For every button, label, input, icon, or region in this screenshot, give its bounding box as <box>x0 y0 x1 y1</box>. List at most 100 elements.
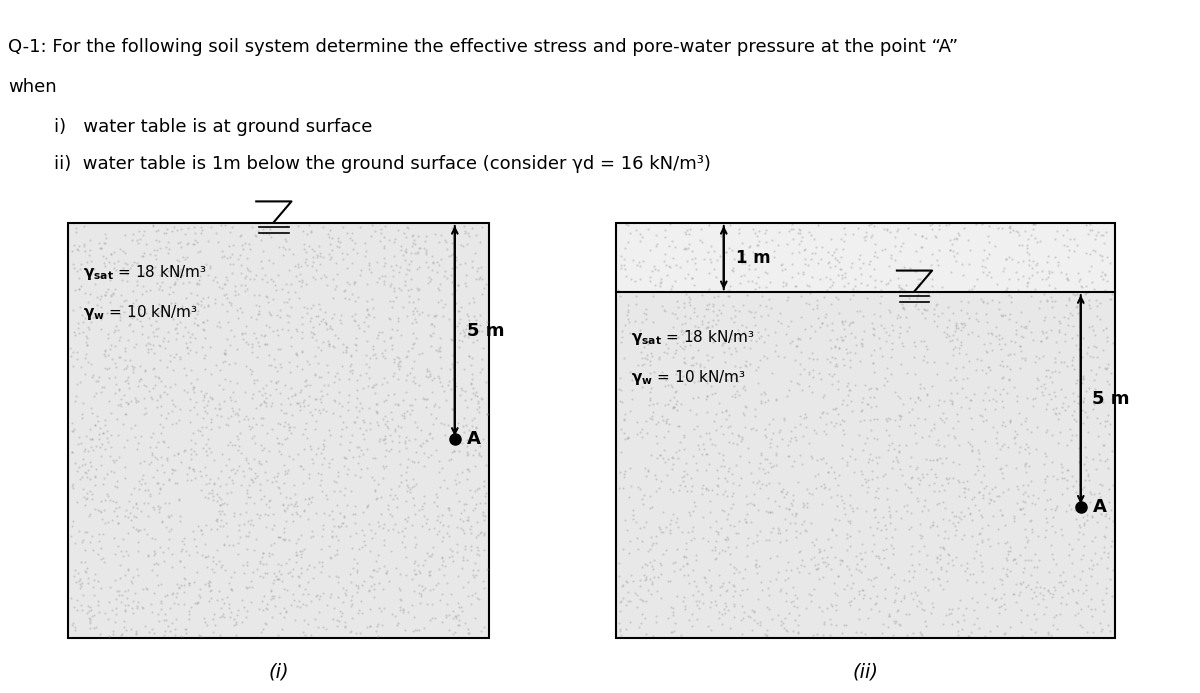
Point <box>881 351 900 362</box>
Point <box>917 563 936 574</box>
Point <box>1015 542 1034 553</box>
Point <box>709 447 728 458</box>
Point <box>830 263 850 274</box>
Point <box>1052 591 1072 602</box>
Point <box>660 218 679 229</box>
Point <box>640 400 659 411</box>
Point <box>996 538 1015 549</box>
Point <box>451 523 470 534</box>
Point <box>724 438 743 449</box>
Point <box>1087 301 1106 312</box>
Point <box>899 523 918 534</box>
Point <box>277 432 296 444</box>
Point <box>716 405 736 416</box>
Point <box>372 270 391 281</box>
Point <box>799 367 818 378</box>
Point <box>1045 526 1064 537</box>
Point <box>673 337 692 348</box>
Point <box>881 518 900 529</box>
Point <box>262 376 281 387</box>
Point <box>696 427 715 438</box>
Point <box>799 299 818 310</box>
Point <box>211 603 230 614</box>
Point <box>463 564 482 575</box>
Point <box>212 594 232 605</box>
Point <box>384 370 403 381</box>
Point <box>404 306 424 317</box>
Point <box>126 419 145 430</box>
Point <box>340 530 359 541</box>
Point <box>400 290 419 301</box>
Point <box>194 324 214 335</box>
Point <box>401 274 420 285</box>
Point <box>1016 486 1036 497</box>
Point <box>271 448 290 459</box>
Point <box>852 538 871 549</box>
Point <box>128 536 148 547</box>
Point <box>127 313 146 324</box>
Point <box>664 321 683 332</box>
Point <box>116 355 136 366</box>
Point <box>96 363 115 374</box>
Point <box>839 389 858 401</box>
Point <box>662 601 682 612</box>
Point <box>916 581 935 593</box>
Point <box>842 317 862 328</box>
Point <box>277 584 296 595</box>
Point <box>97 364 116 375</box>
Point <box>683 272 702 283</box>
Point <box>623 374 642 385</box>
Point <box>1022 527 1042 538</box>
Point <box>115 345 134 356</box>
Point <box>704 440 724 451</box>
Point <box>456 330 475 341</box>
Point <box>308 405 328 416</box>
Point <box>343 590 362 602</box>
Point <box>997 553 1016 564</box>
Point <box>899 482 918 493</box>
Point <box>1058 464 1078 475</box>
Point <box>862 350 881 361</box>
Point <box>914 335 934 346</box>
Point <box>134 408 154 419</box>
Point <box>611 373 630 384</box>
Point <box>989 333 1008 344</box>
Point <box>894 238 913 249</box>
Point <box>715 546 734 557</box>
Point <box>358 295 377 306</box>
Point <box>127 338 146 349</box>
Point <box>821 356 840 367</box>
Point <box>190 275 209 286</box>
Point <box>835 509 854 520</box>
Point <box>1039 265 1058 277</box>
Point <box>971 556 990 568</box>
Point <box>715 228 734 239</box>
Point <box>215 564 234 575</box>
Point <box>215 396 234 407</box>
Point <box>74 220 94 231</box>
Point <box>642 414 661 425</box>
Point <box>406 568 425 579</box>
Point <box>379 575 398 586</box>
Point <box>960 284 979 295</box>
Point <box>781 596 800 607</box>
Point <box>419 310 438 321</box>
Point <box>274 526 293 537</box>
Point <box>733 407 752 419</box>
Point <box>874 553 893 564</box>
Point <box>212 608 232 620</box>
Point <box>738 275 757 286</box>
Point <box>796 324 815 335</box>
Point <box>1093 480 1112 491</box>
Point <box>281 421 300 432</box>
Point <box>232 268 251 279</box>
Point <box>994 383 1013 394</box>
Point <box>157 361 176 372</box>
Point <box>658 469 677 480</box>
Point <box>187 541 206 552</box>
Point <box>619 432 638 443</box>
Point <box>877 278 896 289</box>
Point <box>778 487 797 498</box>
Point <box>438 272 457 283</box>
Point <box>454 525 473 536</box>
